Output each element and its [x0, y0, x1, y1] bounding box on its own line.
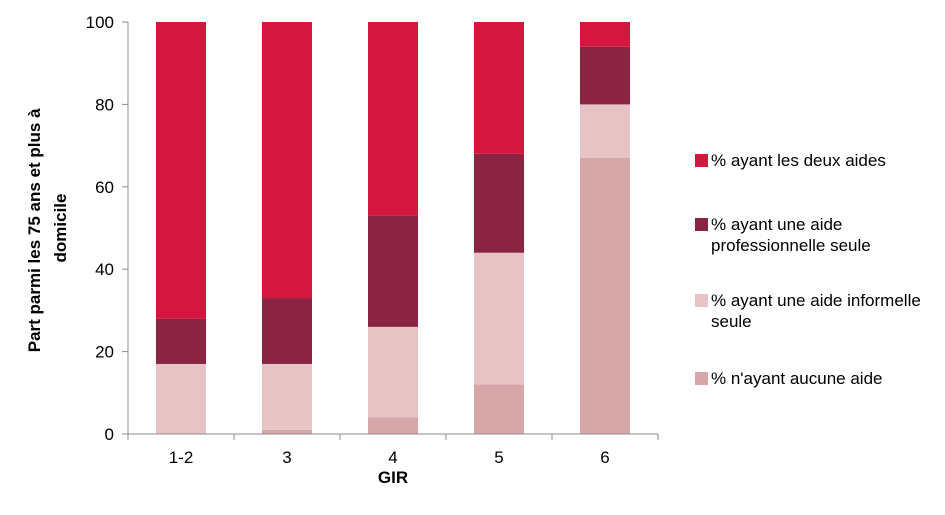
y-axis-title-line-1: Part parmi les 75 ans et plus à: [25, 108, 44, 352]
legend-item: % ayant les deux aides: [695, 150, 936, 171]
bar-segment-series-3-cat-4: [580, 22, 630, 47]
bar-segment-series-3-cat-1: [262, 22, 312, 299]
x-ticks-group: 1-2 3 4 5 6: [127, 434, 659, 467]
bar-segment-series-0-cat-3: [474, 384, 524, 434]
x-tick-label: 1-2: [169, 448, 194, 467]
y-tick-label: 20: [95, 343, 114, 362]
bar-segment-series-0-cat-2: [368, 417, 418, 434]
bar-segment-series-2-cat-3: [474, 153, 524, 253]
bar-segment-series-3-cat-3: [474, 22, 524, 154]
y-axis-title: Part parmi les 75 ans et plus à domicile: [25, 104, 70, 353]
legend-label: % ayant une aide professionnelle seule: [711, 215, 871, 255]
bar-segment-series-1-cat-0: [156, 363, 206, 434]
legend-swatch: [695, 294, 708, 307]
bar-segment-series-1-cat-2: [368, 326, 418, 418]
bar-segment-series-3-cat-0: [156, 22, 206, 319]
bar-segment-series-3-cat-2: [368, 22, 418, 216]
bar-segment-series-1-cat-1: [262, 363, 312, 430]
y-tick-label: 100: [86, 13, 114, 32]
bar-segment-series-2-cat-4: [580, 46, 630, 105]
bar-segment-series-0-cat-4: [580, 157, 630, 434]
bar-segment-series-1-cat-3: [474, 252, 524, 385]
y-ticks-group: 0 20 40 60 80 100: [86, 13, 128, 444]
legend-label: % ayant les deux aides: [711, 151, 886, 170]
y-tick-label: 40: [95, 260, 114, 279]
y-tick-label: 80: [95, 95, 114, 114]
bar-segment-series-2-cat-2: [368, 215, 418, 327]
legend-label: % ayant une aide informelle seule: [711, 291, 921, 331]
y-tick-label: 60: [95, 178, 114, 197]
bar-segment-series-2-cat-1: [262, 298, 312, 364]
legend-label: % n'ayant aucune aide: [711, 369, 883, 388]
bar-segment-series-1-cat-4: [580, 104, 630, 158]
legend-item: % ayant une aide professionnelle seule: [695, 214, 936, 256]
x-tick-label: 6: [600, 448, 609, 467]
legend-item: % ayant une aide informelle seule: [695, 290, 936, 332]
legend-swatch: [695, 218, 708, 231]
bars-group: [156, 22, 630, 434]
legend-item: % n'ayant aucune aide: [695, 368, 936, 389]
legend-swatch: [695, 154, 708, 167]
x-tick-label: 5: [494, 448, 503, 467]
bar-segment-series-0-cat-1: [262, 429, 312, 434]
x-axis-title: GIR: [378, 468, 408, 487]
bar-segment-series-2-cat-0: [156, 318, 206, 364]
legend-swatch: [695, 372, 708, 385]
y-axis-title-line-2: domicile: [51, 194, 70, 263]
x-tick-label: 4: [388, 448, 397, 467]
y-tick-label: 0: [105, 425, 114, 444]
x-tick-label: 3: [282, 448, 291, 467]
